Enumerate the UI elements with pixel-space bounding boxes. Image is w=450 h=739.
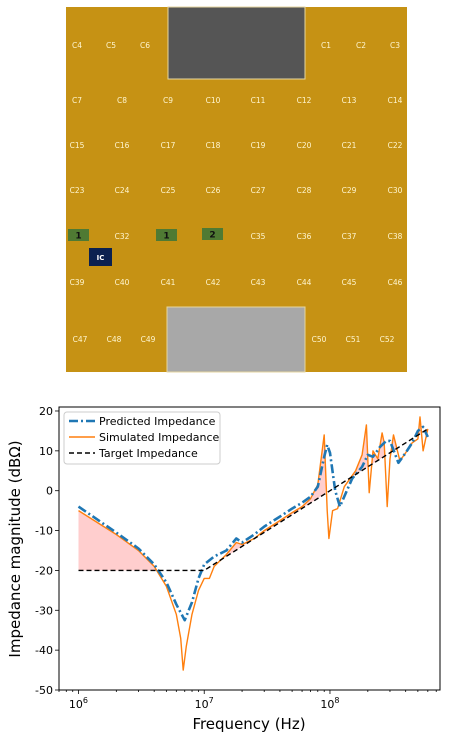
x-tick-label-2: 108	[320, 696, 339, 711]
capacitor-label-c50: C50	[312, 335, 327, 344]
capacitor-label-c22: C22	[388, 141, 403, 150]
capacitor-label-c39: C39	[70, 278, 85, 287]
series-lines	[77, 416, 429, 671]
ic-chip-label: IC	[97, 254, 105, 262]
ic-chip-body	[89, 248, 112, 266]
capacitor-label-c44: C44	[297, 278, 312, 287]
capacitor-label-c6: C6	[140, 41, 150, 50]
violation-region-0	[78, 510, 157, 571]
capacitor-label-c13: C13	[342, 96, 357, 105]
capacitor-label-c37: C37	[342, 232, 357, 241]
capacitor-label-c23: C23	[70, 186, 85, 195]
x-tick-label-1: 107	[195, 696, 214, 711]
capacitor-label-c19: C19	[251, 141, 266, 150]
capacitor-label-c2: C2	[356, 41, 366, 50]
capacitor-label-c36: C36	[297, 232, 312, 241]
y-tick-label-1: -40	[35, 644, 53, 657]
legend-label-0: Predicted Impedance	[99, 415, 216, 428]
ic-chip: IC	[89, 248, 112, 266]
capacitor-label-c11: C11	[251, 96, 266, 105]
capacitor-label-c41: C41	[161, 278, 176, 287]
capacitor-label-c18: C18	[206, 141, 221, 150]
capacitor-label-c16: C16	[115, 141, 130, 150]
y-tick-label-2: -30	[35, 604, 53, 617]
capacitor-label-c7: C7	[72, 96, 82, 105]
capacitor-label-c14: C14	[388, 96, 403, 105]
capacitor-label-c5: C5	[106, 41, 116, 50]
capacitor-label-c25: C25	[161, 186, 176, 195]
capacitor-label-c3: C3	[390, 41, 400, 50]
capacitor-label-c32: C32	[115, 232, 130, 241]
capacitor-label-c24: C24	[115, 186, 130, 195]
capacitor-label-c47: C47	[73, 335, 88, 344]
series-line-predicted-impedance	[77, 425, 429, 622]
capacitor-label-c43: C43	[251, 278, 266, 287]
port-label-3: 2	[209, 231, 215, 241]
capacitor-label-c45: C45	[342, 278, 357, 287]
capacitor-labels: C4 C5 C6 C1 C2 C3 C7 C8 C9 C10 C11 C12 C13 C14 C15 C16 C…	[70, 41, 403, 344]
capacitor-label-c35: C35	[251, 232, 266, 241]
port-label-1: 1	[75, 232, 81, 242]
capacitor-label-c40: C40	[115, 278, 130, 287]
capacitor-label-c46: C46	[388, 278, 403, 287]
capacitor-label-c42: C42	[206, 278, 221, 287]
capacitor-label-c49: C49	[141, 335, 156, 344]
capacitor-label-c28: C28	[297, 186, 312, 195]
legend-label-1: Simulated Impedance	[99, 431, 220, 444]
capacitor-label-c8: C8	[117, 96, 127, 105]
legend-box	[63, 411, 221, 465]
capacitor-label-c27: C27	[251, 186, 266, 195]
x-axis-ticks: 106 107 108	[58, 690, 437, 711]
capacitor-label-c15: C15	[70, 141, 85, 150]
capacitor-label-c29: C29	[342, 186, 357, 195]
y-axis-ticks: -50 -40 -30 -20 -10 0 10 20	[35, 405, 59, 697]
port-marker-2	[156, 229, 177, 241]
x-axis-label: Frequency (Hz)	[192, 715, 305, 733]
capacitor-label-c51: C51	[346, 335, 361, 344]
y-tick-label-4: -10	[35, 525, 53, 538]
capacitor-label-c52: C52	[380, 335, 395, 344]
series-line-target-impedance	[78, 428, 429, 572]
plot-frame	[58, 406, 441, 691]
y-tick-label-7: 20	[39, 405, 53, 418]
capacitor-label-c21: C21	[342, 141, 357, 150]
capacitor-label-c1: C1	[321, 41, 331, 50]
y-axis-label: Impedance magnitude (dBΩ)	[6, 440, 24, 657]
capacitor-label-c12: C12	[297, 96, 312, 105]
port-marker-3	[202, 228, 223, 240]
capacitor-label-c9: C9	[163, 96, 173, 105]
capacitor-label-c48: C48	[107, 335, 122, 344]
capacitor-label-c20: C20	[297, 141, 312, 150]
legend: Predicted Impedance Simulated Impedance Ta…	[63, 411, 221, 465]
y-tick-label-5: 0	[46, 485, 53, 498]
y-tick-label-6: 10	[39, 445, 53, 458]
capacitor-label-c26: C26	[206, 186, 221, 195]
pcb-board-figure: C4 C5 C6 C1 C2 C3 C7 C8 C9 C10 C11 C12 C13 C14 C15 C16 C…	[66, 6, 407, 373]
port-marker-1	[68, 229, 89, 241]
capacitor-label-c4: C4	[72, 41, 82, 50]
capacitor-label-c17: C17	[161, 141, 176, 150]
y-tick-label-0: -50	[35, 684, 53, 697]
impedance-chart: 106 107 108 -50 -40 -30 -20 -10 0 10 20 Frequency…	[6, 405, 441, 733]
y-tick-label-3: -20	[35, 564, 53, 577]
capacitor-label-c38: C38	[388, 232, 403, 241]
legend-label-2: Target Impedance	[98, 447, 198, 460]
top-cutout	[167, 6, 306, 80]
port-markers: 1 1 2	[68, 228, 223, 242]
series-line-simulated-impedance	[78, 416, 429, 671]
port-label-2: 1	[163, 232, 169, 242]
capacitor-label-c30: C30	[388, 186, 403, 195]
bottom-cutout	[166, 306, 306, 373]
capacitor-label-c10: C10	[206, 96, 221, 105]
x-tick-label-0: 106	[69, 696, 88, 711]
